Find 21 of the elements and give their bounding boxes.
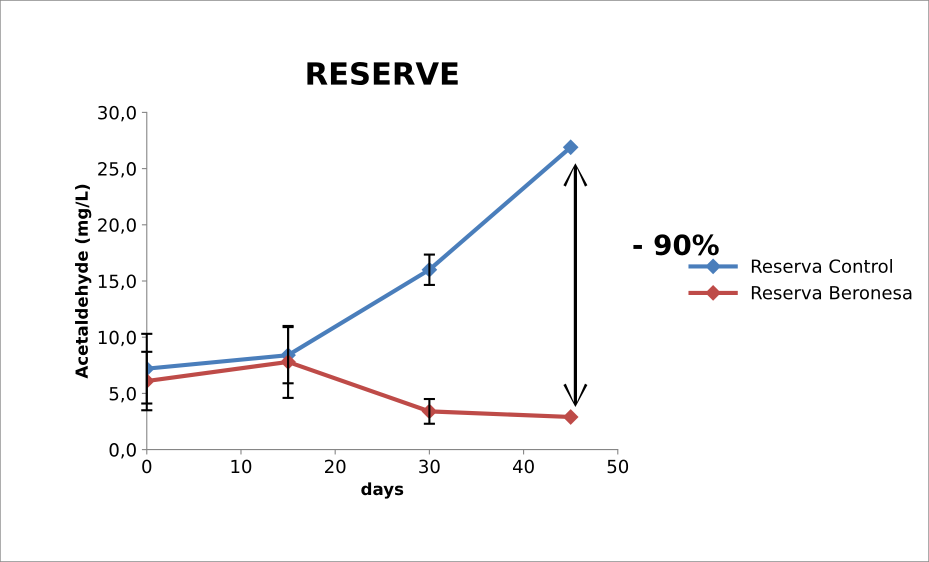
y-tick-label: 30,0	[98, 106, 136, 122]
y-tick-label: 25,0	[98, 162, 136, 178]
x-tick-label: 50	[608, 460, 628, 474]
y-tick-label: 0,0	[110, 443, 136, 459]
x-tick-label: 30	[419, 460, 440, 474]
chart-title: RESERVE	[307, 62, 458, 86]
legend-label: Reserva Control	[752, 259, 892, 273]
y-tick-label: 10,0	[98, 330, 136, 346]
x-tick-label: 10	[231, 460, 252, 474]
legend-label: Reserva Beronesa	[752, 286, 912, 300]
y-tick-label: 5,0	[110, 386, 136, 402]
y-tick-label: 20,0	[98, 218, 136, 234]
point	[563, 409, 578, 425]
x-tick-label: 40	[512, 460, 534, 474]
y-tick-label: 15,0	[98, 274, 136, 290]
x-axis-title: days	[361, 482, 404, 499]
x-tick-label: 20	[325, 460, 346, 474]
y-axis-title: Acetaldehyde (mg/L)	[75, 184, 92, 379]
x-tick-label: 0	[142, 460, 152, 474]
text: - 90%	[633, 234, 719, 256]
point	[563, 140, 578, 155]
